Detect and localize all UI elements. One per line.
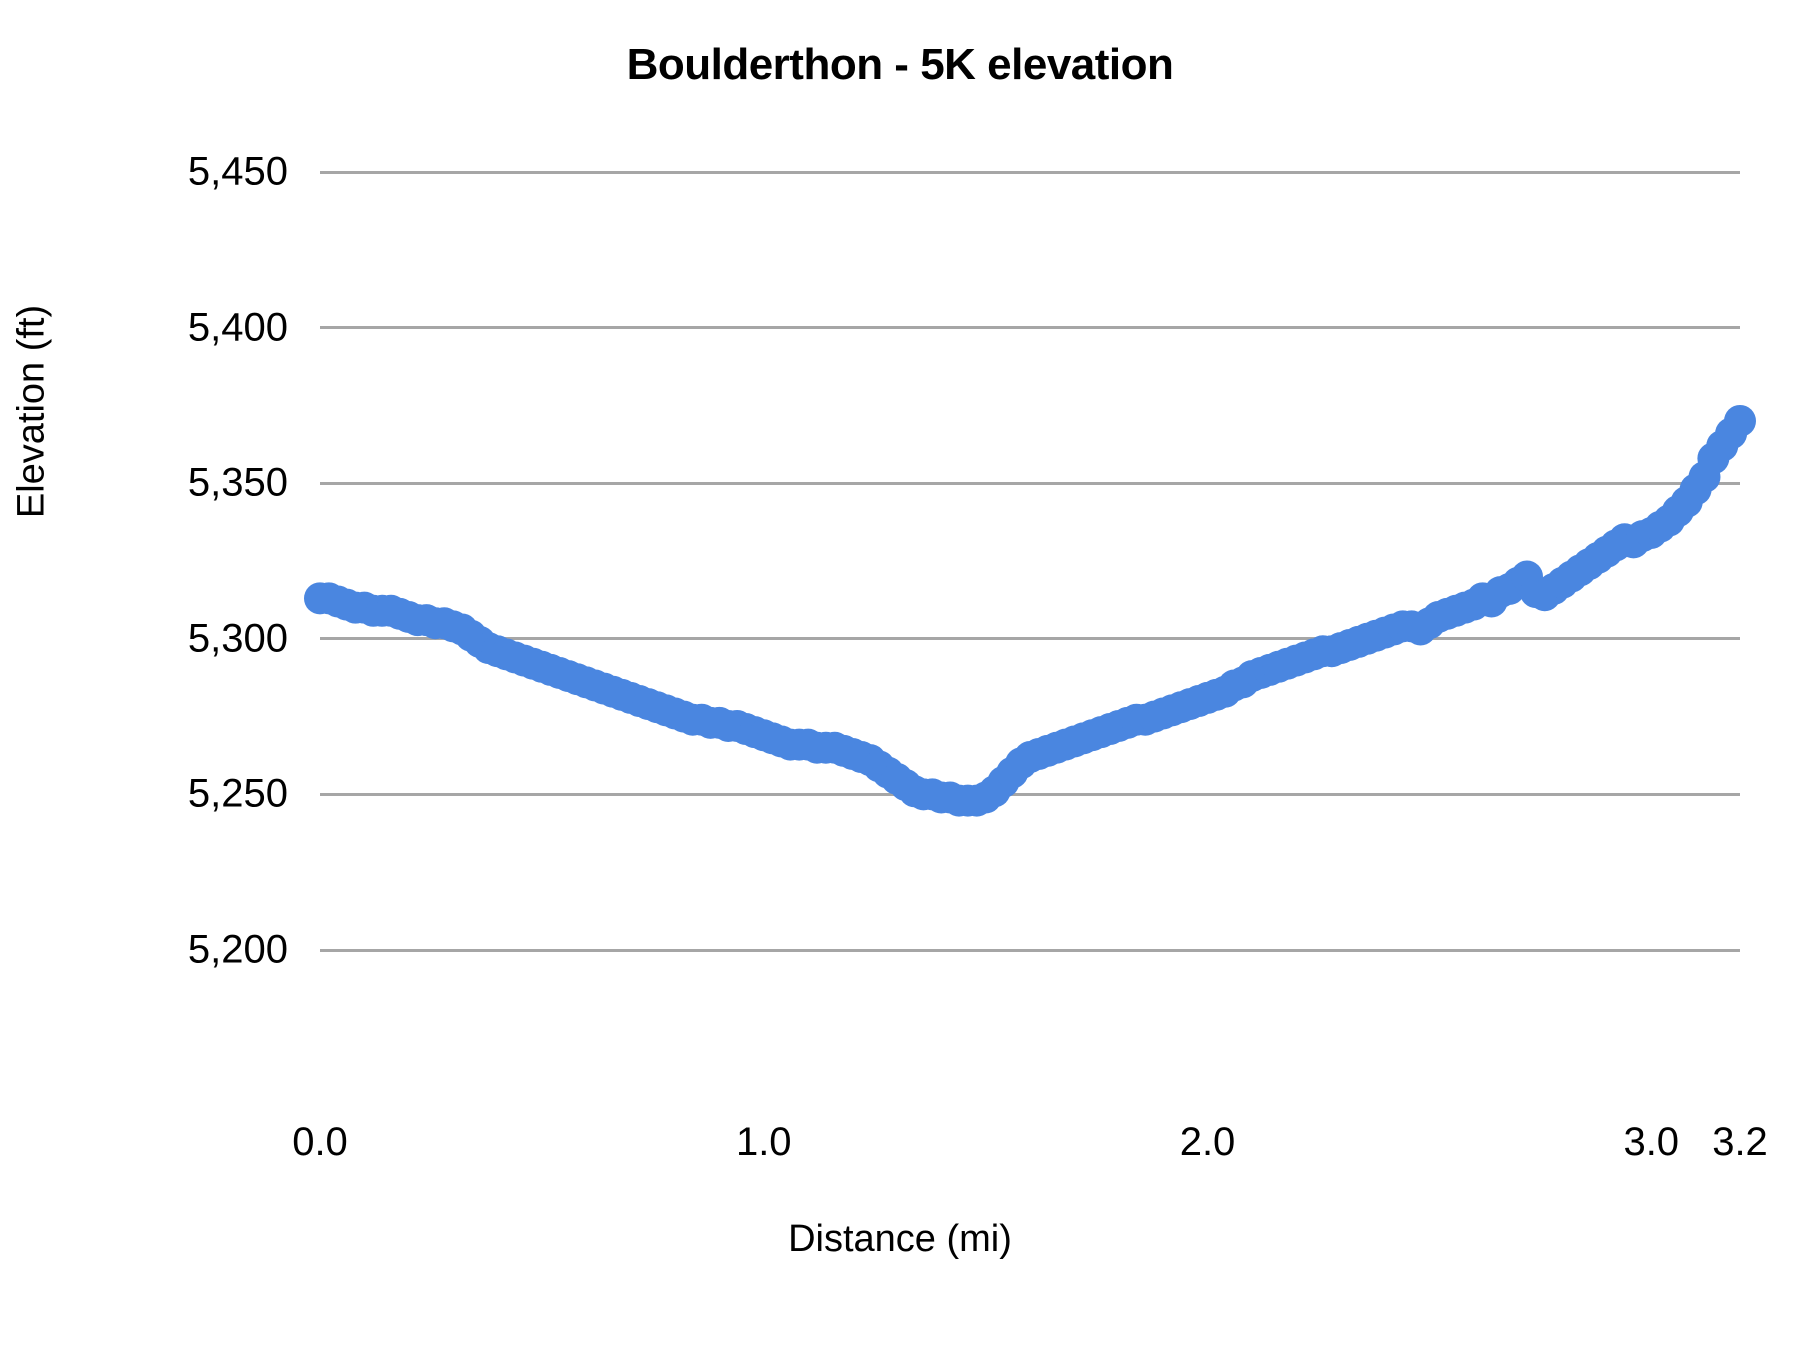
x-tick-label: 0.0 [292,1120,348,1164]
gridline [320,948,1740,952]
y-tick-label: 5,450 [187,149,288,194]
y-tick-label: 5,350 [187,460,288,505]
y-tick-label: 5,250 [187,771,288,816]
y-tick-label: 5,300 [187,616,288,661]
data-point [1724,404,1756,437]
elevation-series [304,404,1756,817]
x-tick-label: 3.0 [1623,1120,1680,1164]
y-axis-title: Elevation (ft) [10,304,53,519]
series-markers [304,404,1756,817]
y-tick-label: 5,200 [187,927,288,972]
plot-area [304,170,1756,952]
gridline [320,792,1740,796]
gridline [320,637,1740,641]
gridline [320,481,1740,485]
y-tick-label: 5,400 [187,305,288,350]
gridline [320,326,1740,330]
x-tick-label: 1.0 [735,1120,792,1164]
x-tick-label: 2.0 [1179,1120,1236,1164]
gridline [320,170,1740,174]
x-tick-label: 3.2 [1712,1120,1768,1164]
x-axis-title: Distance (mi) [788,1218,1012,1260]
chart-title: Boulderthon - 5K elevation [626,40,1174,89]
